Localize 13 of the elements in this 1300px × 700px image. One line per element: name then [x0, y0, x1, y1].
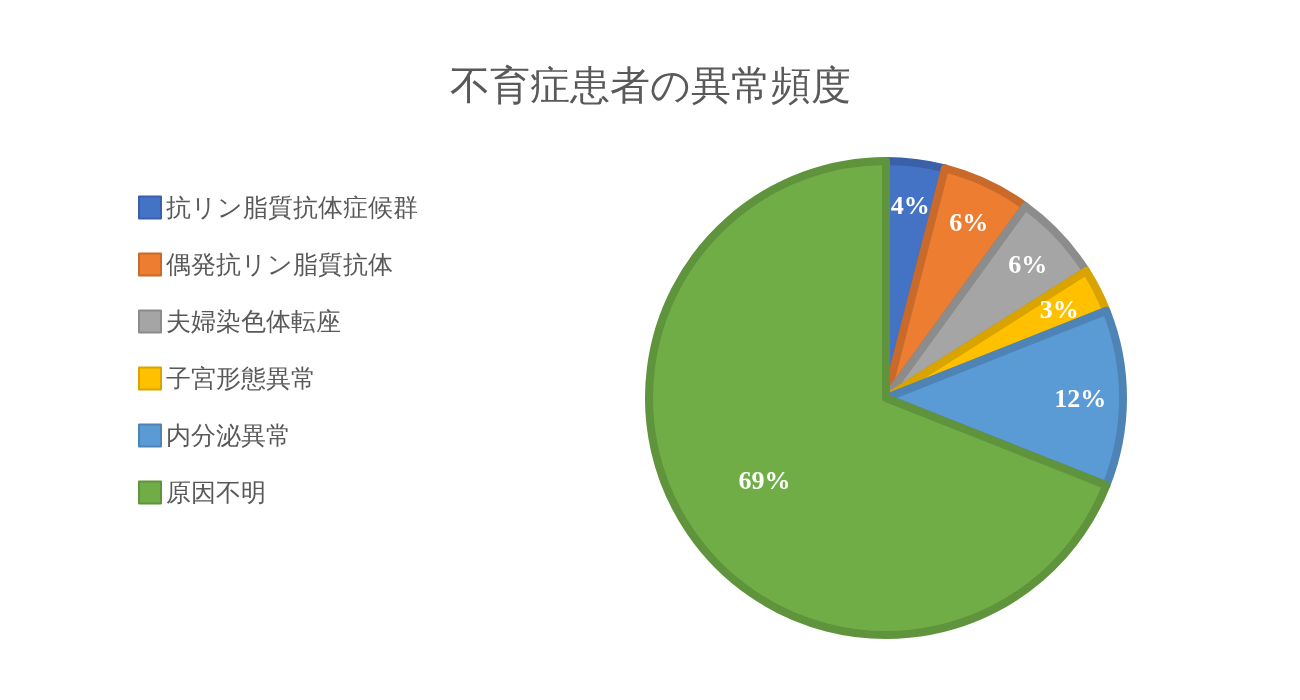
- data-label: 12%: [1054, 383, 1107, 413]
- legend-label: 抗リン脂質抗体症候群: [166, 194, 418, 221]
- data-label: 69%: [738, 466, 791, 496]
- chart-title: 不育症患者の異常頻度: [449, 62, 851, 108]
- legend-label: 内分泌異常: [166, 422, 291, 449]
- legend-label: 子宮形態異常: [166, 365, 316, 392]
- data-label: 6%: [1008, 250, 1048, 280]
- legend-label: 偶発抗リン脂質抗体: [166, 251, 393, 278]
- legend-label: 原因不明: [166, 479, 266, 506]
- data-label: 6%: [949, 207, 989, 237]
- data-label: 4%: [890, 190, 930, 220]
- data-label: 3%: [1039, 295, 1079, 325]
- legend-label: 夫婦染色体転座: [166, 308, 341, 335]
